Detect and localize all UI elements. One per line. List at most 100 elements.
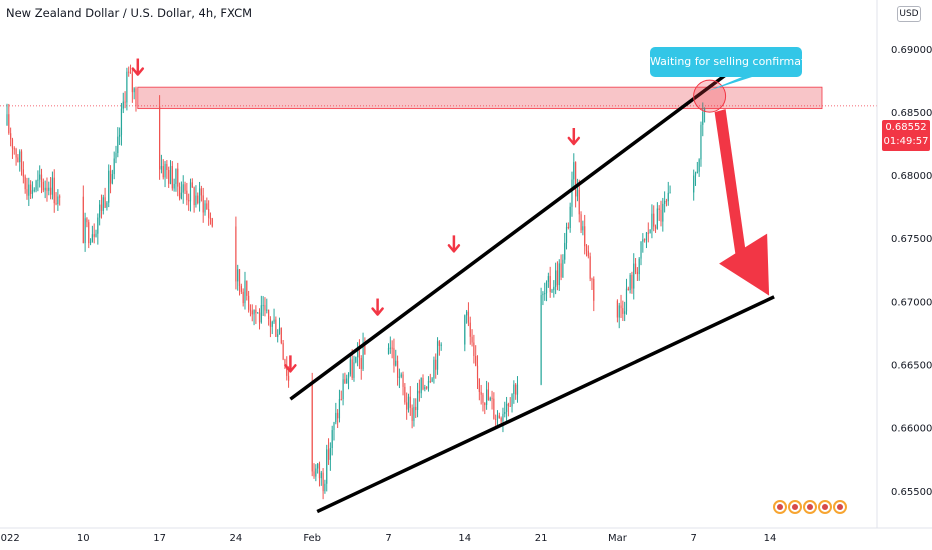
candle-body — [647, 232, 649, 234]
candle-body — [286, 364, 288, 376]
candle-body — [398, 376, 400, 378]
y-tick-label: 0.69000 — [891, 45, 932, 56]
candle-body — [344, 379, 346, 384]
candle-body — [478, 378, 480, 392]
candle-body — [10, 133, 12, 140]
candle-body — [284, 359, 286, 365]
bar-countdown: 01:49:57 — [883, 136, 929, 147]
candle-body — [634, 263, 637, 272]
candle-body — [475, 356, 477, 366]
candle-body — [496, 415, 499, 420]
candle-body — [119, 134, 121, 137]
flag-icon[interactable] — [788, 500, 802, 514]
candle-body — [629, 275, 631, 291]
candle-body — [84, 218, 86, 244]
candle-body — [547, 276, 549, 282]
candle-body — [353, 362, 355, 378]
candle-body — [704, 109, 706, 112]
candle-body — [420, 378, 422, 394]
flag-icon[interactable] — [773, 500, 787, 514]
candlestick-series — [6, 64, 706, 500]
candle-body — [17, 157, 19, 163]
candle-body — [513, 384, 515, 394]
candle-body — [324, 483, 326, 492]
candle-body — [654, 226, 657, 229]
candle-body — [322, 472, 324, 492]
candle-body — [649, 229, 651, 233]
candle-body — [33, 189, 35, 191]
resistance-zone-rect — [137, 86, 823, 110]
candle-body — [238, 269, 241, 286]
last-price-tag: 0.68552 01:49:57 — [882, 120, 930, 151]
candle-body — [57, 196, 59, 205]
candle-body — [113, 158, 115, 175]
x-tick-label: 17 — [153, 533, 166, 544]
candle-body — [584, 226, 586, 247]
candle-body — [100, 204, 103, 211]
candle-body — [575, 162, 577, 197]
candle-body — [487, 389, 490, 401]
candle-body — [329, 448, 331, 460]
candle-body — [618, 305, 620, 318]
candle-body — [193, 187, 195, 206]
candle-body — [400, 374, 402, 377]
currency-selector[interactable]: USD — [897, 6, 921, 22]
candle-body — [426, 387, 428, 389]
candle-body — [108, 170, 110, 203]
candle-body — [427, 381, 430, 389]
candle-body — [13, 148, 15, 150]
flag-icon[interactable] — [833, 500, 847, 514]
candle-body — [413, 406, 415, 421]
candle-body — [28, 184, 30, 196]
candle-body — [333, 422, 335, 431]
candle-body — [26, 189, 28, 196]
candle-body — [558, 263, 560, 286]
candle-body — [436, 341, 439, 370]
candle-body — [313, 471, 315, 477]
candle-body — [55, 203, 57, 205]
candle-body — [89, 241, 92, 244]
candle-body — [30, 184, 32, 194]
flag-icon[interactable] — [803, 500, 817, 514]
x-tick-label: Mar — [608, 533, 628, 544]
candle-body — [251, 310, 253, 315]
candle-body — [591, 278, 593, 280]
candle-body — [106, 202, 108, 208]
candle-body — [248, 295, 250, 310]
candle-body — [555, 270, 557, 287]
y-tick-label: 0.67000 — [891, 297, 932, 308]
candle-body — [95, 233, 97, 237]
candle-body — [197, 195, 199, 204]
candle-body — [317, 463, 319, 469]
candle-body — [347, 374, 350, 379]
candle-body — [340, 399, 342, 401]
candle-body — [337, 412, 339, 419]
candle-body — [198, 188, 201, 204]
candle-body — [620, 305, 622, 309]
candle-body — [516, 384, 519, 395]
candle-body — [622, 308, 624, 314]
x-tick-label: 21 — [535, 533, 548, 544]
candle-body — [627, 288, 629, 291]
candle-body — [409, 396, 411, 408]
candle-body — [91, 234, 93, 242]
candle-body — [493, 398, 495, 419]
candle-body — [117, 136, 119, 154]
candle-body — [242, 291, 244, 304]
candle-body — [505, 403, 508, 412]
candle-body — [662, 203, 664, 222]
candle-body — [585, 246, 588, 251]
candle-body — [407, 396, 410, 410]
candle-body — [166, 163, 168, 171]
candle-body — [482, 394, 484, 403]
candle-body — [171, 166, 173, 189]
candle-body — [491, 397, 493, 399]
flag-icon[interactable] — [818, 500, 832, 514]
candle-body — [349, 359, 351, 375]
callout-note[interactable]: Waiting for selling confirmation — [650, 47, 822, 77]
candle-body — [429, 381, 431, 383]
candle-body — [642, 239, 644, 242]
candle-body — [616, 300, 618, 318]
candle-body — [625, 288, 628, 312]
